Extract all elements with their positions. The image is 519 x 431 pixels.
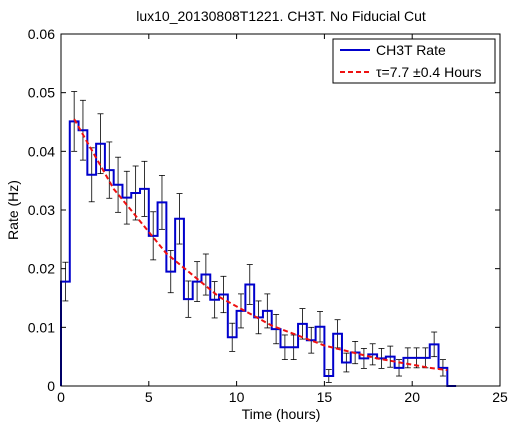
x-tick-label: 5 <box>145 389 153 405</box>
legend: CH3T Rate τ=7.7 ±0.4 Hours <box>333 39 495 83</box>
y-tick-label: 0.03 <box>28 202 55 218</box>
y-tick-label: 0.05 <box>28 85 55 101</box>
x-tick-label: 20 <box>404 389 420 405</box>
chart-title: lux10_20130808T1221. CH3T. No Fiducial C… <box>136 8 426 24</box>
legend-label-fit: τ=7.7 ±0.4 Hours <box>376 64 481 80</box>
x-tick-label: 15 <box>317 389 333 405</box>
exponential-fit-line <box>74 119 447 370</box>
ch3t-rate-histogram <box>61 121 456 386</box>
x-axis-label: Time (hours) <box>242 406 321 422</box>
y-tick-label: 0.02 <box>28 261 55 277</box>
x-tick-label: 10 <box>229 389 245 405</box>
y-tick-label: 0.06 <box>28 26 55 42</box>
x-tick-label: 25 <box>492 389 508 405</box>
x-tick-label: 0 <box>57 389 65 405</box>
y-tick-label: 0.04 <box>28 143 55 159</box>
y-tick-label: 0 <box>47 378 55 394</box>
legend-label-ch3t-rate: CH3T Rate <box>376 42 446 58</box>
plot-area <box>61 91 456 386</box>
y-tick-label: 0.01 <box>28 319 55 335</box>
y-axis-label: Rate (Hz) <box>5 180 21 240</box>
